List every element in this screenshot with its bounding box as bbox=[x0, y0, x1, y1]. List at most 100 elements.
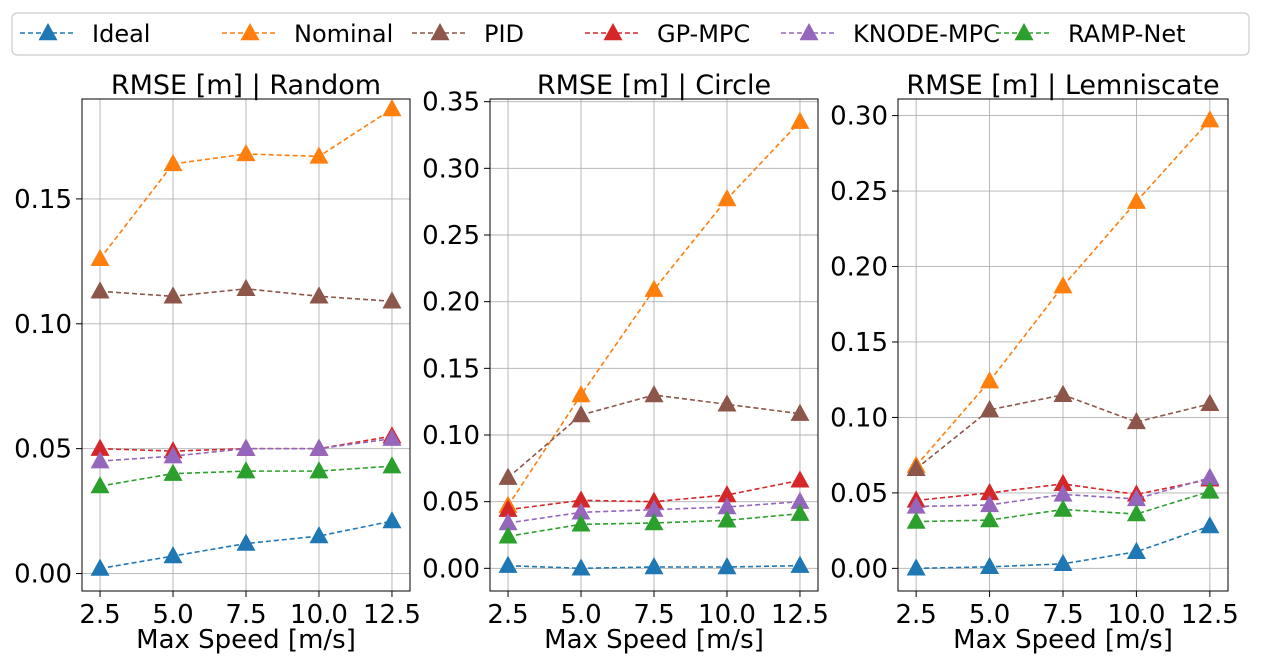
circle-point-ramp-net-4 bbox=[790, 503, 810, 521]
circle-point-ideal-2 bbox=[644, 557, 664, 575]
random-series-ramp-net bbox=[90, 456, 402, 494]
random-series-ideal bbox=[90, 511, 402, 576]
random-ytick-label-0: 0.00 bbox=[14, 560, 72, 590]
panel-random: RMSE [m] | Random 0.00 0.05 0.10 0.15 2.5 5.… bbox=[14, 70, 421, 655]
circle-series-ideal bbox=[498, 555, 810, 576]
random-point-knode-mpc-2 bbox=[236, 438, 256, 456]
lemniscate-point-knode-mpc-3 bbox=[1126, 488, 1146, 507]
random-xtick-label-1: 5.0 bbox=[152, 600, 193, 630]
random-point-pid-4 bbox=[382, 291, 402, 309]
random-point-knode-mpc-4 bbox=[382, 428, 402, 446]
circle-ytick-label-5: 0.25 bbox=[422, 221, 480, 251]
legend-entry-knode-mpc: KNODE-MPC bbox=[781, 20, 1000, 48]
circle-point-gp-mpc-4 bbox=[790, 470, 810, 488]
circle-ytick-label-4: 0.20 bbox=[422, 288, 480, 318]
random-xtick-label-3: 10.0 bbox=[290, 600, 348, 630]
circle-xtick-label-3: 10.0 bbox=[698, 600, 756, 630]
circle-point-ramp-net-1 bbox=[571, 514, 591, 532]
legend-entry-nominal: Nominal bbox=[222, 20, 393, 48]
lemniscate-point-ideal-4 bbox=[1200, 516, 1220, 534]
lemniscate-point-knode-mpc-0 bbox=[906, 496, 926, 514]
circle-point-nominal-3 bbox=[717, 189, 737, 207]
lemniscate-series-nominal bbox=[906, 110, 1220, 473]
circle-point-knode-mpc-0 bbox=[498, 513, 518, 531]
circle-point-nominal-2 bbox=[644, 279, 664, 297]
lemniscate-point-ideal-2 bbox=[1053, 553, 1073, 572]
panel-title-lemniscate: RMSE [m] | Lemniscate bbox=[906, 70, 1219, 101]
random-point-ideal-1 bbox=[163, 546, 183, 564]
circle-point-pid-4 bbox=[790, 403, 810, 421]
circle-xtick-label-0: 2.5 bbox=[487, 600, 528, 630]
random-point-nominal-1 bbox=[163, 153, 183, 172]
legend-frame bbox=[11, 12, 1250, 56]
legend-label-ideal: Ideal bbox=[92, 20, 150, 48]
lemniscate-ytick-label-6: 0.30 bbox=[830, 102, 888, 132]
circle-series-knode-mpc bbox=[498, 491, 810, 531]
random-xtick-label-4: 12.5 bbox=[363, 600, 421, 630]
circle-series-ramp-net bbox=[498, 503, 810, 544]
xlabel-random: Max Speed [m/s] bbox=[136, 625, 356, 655]
random-ytick-label-1: 0.05 bbox=[14, 435, 72, 465]
legend-label-ramp-net: RAMP-Net bbox=[1068, 20, 1186, 48]
circle-ytick-label-3: 0.15 bbox=[422, 354, 480, 384]
random-xtick-label-2: 7.5 bbox=[225, 600, 266, 630]
circle-point-gp-mpc-3 bbox=[717, 485, 737, 503]
lemniscate-point-ramp-net-2 bbox=[1053, 499, 1073, 517]
xlabel-lemniscate: Max Speed [m/s] bbox=[953, 625, 1173, 655]
random-point-ramp-net-1 bbox=[163, 463, 183, 481]
lemniscate-ytick-label-2: 0.10 bbox=[830, 403, 888, 433]
lemniscate-point-ideal-0 bbox=[906, 558, 926, 576]
circle-point-pid-3 bbox=[717, 394, 737, 412]
lemniscate-xtick-label-4: 12.5 bbox=[1181, 600, 1239, 630]
legend-marker-ideal bbox=[38, 23, 58, 41]
panel-title-circle: RMSE [m] | Circle bbox=[537, 70, 771, 101]
circle-point-knode-mpc-3 bbox=[717, 497, 737, 515]
legend-label-pid: PID bbox=[484, 20, 524, 48]
circle-point-ideal-1 bbox=[571, 558, 591, 576]
random-point-ramp-net-4 bbox=[382, 456, 402, 474]
xlabel-circle: Max Speed [m/s] bbox=[544, 625, 764, 655]
random-point-pid-3 bbox=[309, 286, 329, 304]
random-series-pid bbox=[90, 278, 402, 309]
random-point-nominal-2 bbox=[236, 143, 256, 162]
random-point-knode-mpc-1 bbox=[163, 446, 183, 464]
lemniscate-series-ideal bbox=[906, 516, 1220, 576]
lemniscate-point-pid-4 bbox=[1200, 393, 1220, 412]
circle-point-knode-mpc-2 bbox=[644, 499, 664, 517]
legend-entry-ideal: Ideal bbox=[20, 20, 150, 48]
random-point-pid-0 bbox=[90, 281, 110, 299]
random-point-knode-mpc-0 bbox=[90, 451, 110, 469]
random-point-pid-1 bbox=[163, 286, 183, 304]
circle-ytick-label-2: 0.10 bbox=[422, 421, 480, 451]
legend-entry-pid: PID bbox=[412, 20, 524, 48]
circle-point-ideal-4 bbox=[790, 555, 810, 573]
random-point-ramp-net-3 bbox=[309, 461, 329, 479]
random-point-nominal-3 bbox=[309, 146, 329, 164]
lemniscate-point-gp-mpc-2 bbox=[1053, 473, 1073, 492]
lemniscate-xtick-label-1: 5.0 bbox=[969, 600, 1010, 630]
lemniscate-ytick-label-5: 0.25 bbox=[830, 177, 888, 207]
circle-point-nominal-4 bbox=[790, 111, 810, 129]
lemniscate-point-knode-mpc-1 bbox=[980, 494, 1000, 513]
random-series-knode-mpc bbox=[90, 428, 402, 469]
lemniscate-point-nominal-3 bbox=[1126, 191, 1146, 209]
random-point-pid-2 bbox=[236, 278, 256, 297]
circle-point-ramp-net-2 bbox=[644, 513, 664, 531]
lemniscate-point-ideal-1 bbox=[980, 556, 1000, 575]
circle-point-ramp-net-0 bbox=[498, 526, 518, 544]
random-ytick-label-3: 0.15 bbox=[14, 185, 72, 215]
random-point-ramp-net-2 bbox=[236, 461, 256, 479]
circle-ytick-label-7: 0.35 bbox=[422, 88, 480, 118]
random-point-ideal-3 bbox=[309, 526, 329, 544]
lemniscate-point-ideal-3 bbox=[1126, 541, 1146, 559]
lemniscate-point-gp-mpc-1 bbox=[980, 482, 1000, 501]
lemniscate-point-pid-3 bbox=[1126, 411, 1146, 430]
circle-point-knode-mpc-1 bbox=[571, 502, 591, 520]
panel-circle: RMSE [m] | Circle 0.00 0.05 0.10 0.15 0.20 0.… bbox=[422, 70, 829, 655]
panel-title-random: RMSE [m] | Random bbox=[111, 70, 381, 101]
legend-label-nominal: Nominal bbox=[294, 20, 393, 48]
circle-point-pid-0 bbox=[498, 467, 518, 485]
lemniscate-point-knode-mpc-4 bbox=[1200, 467, 1220, 486]
circle-point-gp-mpc-1 bbox=[571, 490, 591, 508]
